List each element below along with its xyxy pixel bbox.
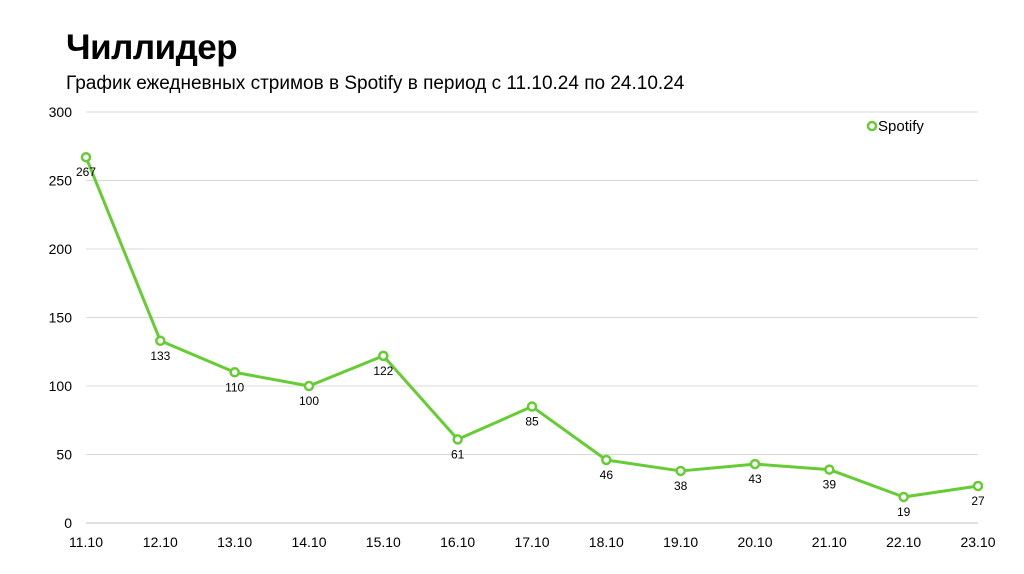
legend-marker: [866, 120, 878, 132]
y-axis-tick-labels: 0 50 100 150 200 250 300: [49, 104, 73, 531]
y-tick-label: 100: [49, 378, 73, 394]
y-tick-label: 250: [49, 173, 73, 189]
x-tick-label: 13.10: [217, 534, 252, 550]
x-tick-label: 12.10: [143, 534, 178, 550]
x-tick-label: 16.10: [440, 534, 475, 550]
data-point: [824, 464, 835, 475]
y-tick-label: 0: [64, 515, 72, 531]
x-axis-tick-labels: 11.10 12.10 13.10 14.10 15.10 16.10 17.10 18.10…: [69, 534, 996, 550]
data-point: [155, 335, 166, 347]
data-point: [229, 367, 240, 378]
data-label: 39: [823, 478, 837, 492]
chart-data-labels: 267 133 110 100 122 61 85 46 38 43 39 19 27: [76, 165, 985, 519]
x-tick-label: 20.10: [737, 534, 772, 550]
data-point: [80, 151, 92, 163]
data-label: 46: [600, 468, 614, 482]
chart-gridlines: [86, 111, 978, 524]
data-label: 61: [451, 447, 465, 461]
data-point: [972, 480, 984, 492]
x-tick-label: 18.10: [589, 534, 624, 550]
data-point: [675, 465, 686, 477]
y-tick-label: 150: [49, 310, 73, 326]
chart-series: [80, 151, 984, 503]
y-tick-label: 50: [56, 447, 72, 463]
y-tick-label: 200: [49, 241, 73, 257]
series-line: [84, 156, 979, 499]
data-label: 19: [897, 505, 911, 519]
data-label: 133: [150, 349, 170, 363]
data-label: 267: [76, 165, 96, 179]
x-tick-label: 21.10: [812, 534, 847, 550]
data-point: [749, 458, 761, 470]
slide-subtitle: График ежедневных стримов в Spotify в пе…: [66, 73, 685, 94]
x-tick-label: 23.10: [960, 534, 995, 550]
data-point: [452, 434, 463, 445]
data-label: 122: [373, 364, 393, 378]
data-label: 110: [225, 380, 244, 394]
x-tick-label: 15.10: [366, 534, 401, 550]
data-point: [898, 491, 909, 503]
y-tick-label: 300: [49, 104, 73, 120]
x-tick-label: 22.10: [886, 534, 921, 550]
chart-legend: Spotify: [866, 118, 924, 135]
x-tick-label: 17.10: [514, 534, 549, 550]
x-tick-label: 14.10: [291, 534, 326, 550]
data-point: [303, 380, 315, 392]
data-label: 27: [971, 494, 985, 508]
x-tick-label: 11.10: [69, 534, 103, 550]
data-label: 38: [674, 479, 688, 493]
data-point: [526, 401, 538, 412]
data-label: 43: [748, 472, 762, 486]
data-label: 100: [299, 394, 319, 408]
data-label: 85: [525, 415, 539, 429]
data-point: [378, 350, 389, 362]
x-tick-label: 19.10: [663, 534, 698, 550]
data-point: [601, 454, 612, 466]
legend-label: Spotify: [878, 118, 924, 135]
slide-title: Чиллидер: [66, 28, 238, 67]
